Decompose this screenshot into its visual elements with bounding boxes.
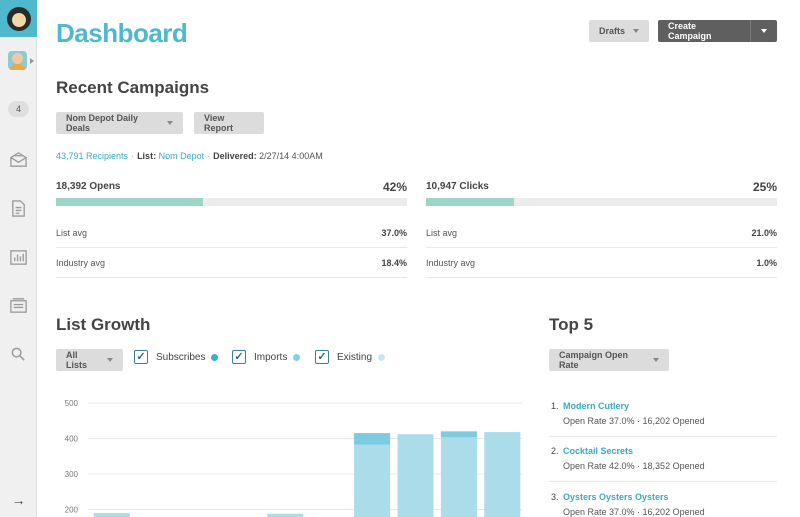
opens-progress-bar [56,198,407,206]
list-label: List: [137,151,157,161]
caret-right-icon [30,58,34,64]
divider [56,247,407,248]
app-logo[interactable] [0,0,37,37]
chart-bar[interactable] [267,513,304,517]
divider [549,436,777,437]
subscribes-checkbox[interactable]: ✓ [134,350,148,364]
clicks-list-avg-value: 21.0% [751,228,777,238]
create-campaign-dropdown[interactable] [750,20,777,42]
list-select[interactable]: All Lists [56,349,123,371]
recipients-link[interactable]: 43,791 Recipients [56,151,129,161]
divider [56,277,407,278]
clicks-progress-fill [426,198,514,206]
lists-icon[interactable] [9,296,28,315]
templates-icon[interactable] [9,199,28,218]
create-campaign-button[interactable]: Create Campaign [658,20,750,42]
monkey-logo-icon [6,6,31,31]
clicks-progress-bar [426,198,777,206]
campaign-select[interactable]: Nom Depot Daily Deals [56,112,183,134]
avatar [8,51,27,70]
sidebar: 4 → [0,0,37,517]
divider [426,277,777,278]
legend-label: Existing [337,351,373,363]
account-menu[interactable] [8,51,34,73]
collapse-arrow-icon[interactable]: → [11,492,26,508]
chevron-down-icon [167,121,173,125]
opens-industry-avg-value: 18.4% [381,258,407,268]
campaign-link[interactable]: Modern Cutlery [563,401,630,411]
delivered-value: 2/27/14 4:00AM [259,151,323,161]
view-report-label: View Report [204,113,233,133]
chart-bar-imports [354,433,391,445]
chevron-down-icon [653,358,659,362]
divider [549,481,777,482]
y-tick-label: 300 [65,470,79,479]
list-growth-chart: 500 400 300 200 [65,399,522,517]
campaign-link[interactable]: Oysters Oysters Oysters [563,492,669,502]
opens-progress-fill [56,198,204,206]
chevron-down-icon [633,29,640,33]
campaign-detail: Open Rate 37.0% · 16,202 Opened [563,507,705,517]
chart-bar[interactable] [93,513,130,517]
chevron-down-icon [761,29,767,33]
chart-bar[interactable] [440,431,477,517]
opens-list-avg-label: List avg [56,228,88,238]
divider [426,247,777,248]
create-campaign-label: Create Campaign [668,21,712,41]
legend-dot [211,353,219,361]
legend-label: Imports [254,351,288,363]
legend-subscribes[interactable]: ✓ Subscribes [134,350,219,364]
opens-label: 18,392 Opens [56,181,121,192]
top5-sort-select[interactable]: Campaign Open Rate [549,349,669,371]
list-link[interactable]: Nom Depot [158,151,205,161]
top5-sort-label: Campaign Open Rate [559,350,629,370]
clicks-industry-avg-value: 1.0% [756,258,777,268]
campaigns-icon[interactable] [9,150,28,169]
notification-badge[interactable]: 4 [8,101,29,117]
chevron-down-icon [107,358,113,362]
chart-bar[interactable] [397,434,434,517]
list-growth-heading: List Growth [56,315,151,334]
opens-list-avg-value: 37.0% [381,228,407,238]
legend-dot [378,353,386,361]
campaign-select-label: Nom Depot Daily Deals [66,113,139,133]
campaign-detail: Open Rate 42.0% · 18,352 Opened [563,461,705,471]
clicks-label: 10,947 Clicks [426,181,489,192]
chart-bar[interactable] [484,432,521,517]
chart-bar-imports [440,431,477,438]
rank: 3. [551,492,559,502]
rank: 2. [551,446,559,456]
legend-existing[interactable]: ✓ Existing [315,350,386,364]
drafts-button[interactable]: Drafts [589,20,649,42]
rank: 1. [551,401,559,411]
top5-heading: Top 5 [549,315,594,334]
search-icon[interactable] [9,345,28,364]
opens-industry-avg-label: Industry avg [56,258,106,268]
chart-bar[interactable] [354,433,391,517]
reports-icon[interactable] [9,248,28,267]
imports-checkbox[interactable]: ✓ [232,350,246,364]
delivered-label: Delivered: [213,151,257,161]
existing-checkbox[interactable]: ✓ [315,350,329,364]
campaign-meta: 43,791 Recipients · List: Nom Depot · Delive… [56,151,323,161]
page-title: Dashboard [56,18,188,48]
list-select-label: All Lists [66,350,88,370]
recent-campaigns-heading: Recent Campaigns [56,78,210,97]
campaign-detail: Open Rate 37.0% · 16,202 Opened [563,416,705,426]
drafts-label: Drafts [599,26,626,36]
view-report-button[interactable]: View Report [194,112,264,134]
legend-label: Subscribes [156,351,206,363]
y-tick-label: 400 [65,435,79,444]
clicks-list-avg-label: List avg [426,228,458,238]
legend-imports[interactable]: ✓ Imports [232,350,301,364]
y-tick-label: 200 [65,506,79,515]
opens-percent: 42% [382,180,407,194]
clicks-percent: 25% [752,180,777,194]
campaign-link[interactable]: Cocktail Secrets [563,446,634,456]
y-tick-label: 500 [65,399,79,408]
clicks-industry-avg-label: Industry avg [426,258,476,268]
legend-dot [293,353,301,361]
